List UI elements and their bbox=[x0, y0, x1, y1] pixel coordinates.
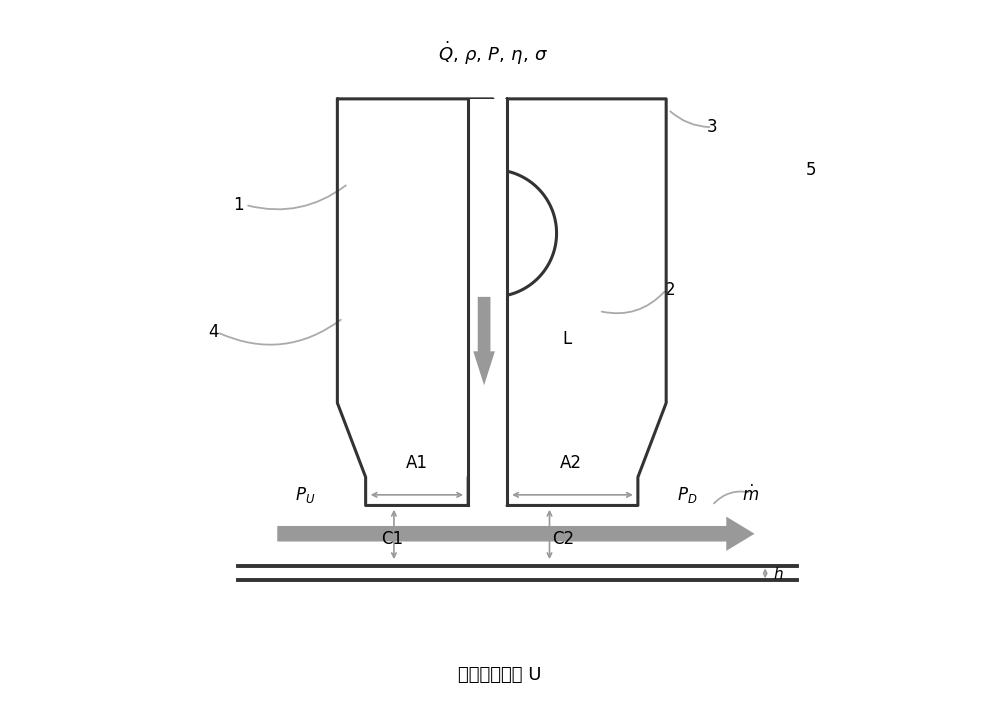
Text: $P_D$: $P_D$ bbox=[677, 485, 698, 505]
Text: $P_U$: $P_U$ bbox=[295, 485, 316, 505]
Polygon shape bbox=[337, 99, 493, 505]
Polygon shape bbox=[507, 99, 666, 505]
Text: $\dot{Q},\,\rho,\,P,\,\eta,\,\sigma$: $\dot{Q},\,\rho,\,P,\,\eta,\,\sigma$ bbox=[438, 39, 548, 66]
Text: 4: 4 bbox=[208, 323, 219, 341]
Text: 1: 1 bbox=[233, 196, 244, 214]
Text: $h$: $h$ bbox=[773, 566, 783, 582]
Text: A2: A2 bbox=[560, 454, 582, 472]
Text: B: B bbox=[482, 466, 493, 485]
Polygon shape bbox=[473, 297, 495, 385]
Text: C2: C2 bbox=[553, 530, 575, 548]
Text: $\dot{m}$: $\dot{m}$ bbox=[742, 485, 760, 505]
Text: 2: 2 bbox=[664, 280, 675, 298]
Text: 5: 5 bbox=[806, 161, 816, 179]
Polygon shape bbox=[277, 517, 755, 551]
Text: 3: 3 bbox=[707, 118, 717, 136]
Polygon shape bbox=[468, 99, 507, 505]
Text: L: L bbox=[563, 330, 572, 348]
Text: A1: A1 bbox=[406, 454, 428, 472]
Text: C1: C1 bbox=[381, 530, 404, 548]
Text: 基材运动速度 U: 基材运动速度 U bbox=[458, 666, 542, 684]
Polygon shape bbox=[337, 99, 557, 505]
